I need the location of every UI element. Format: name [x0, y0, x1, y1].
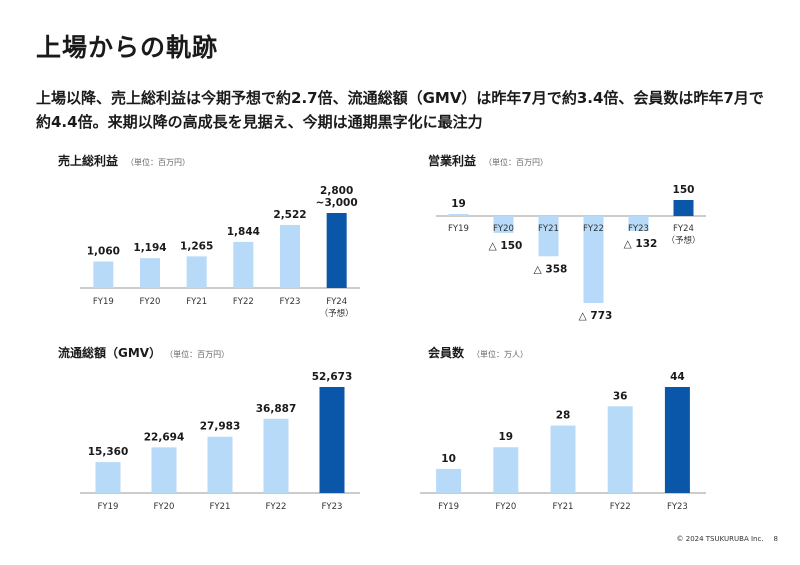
gross-profit-value-label: 1,844 — [227, 226, 260, 238]
gross-profit-value-label: 1,060 — [87, 246, 120, 258]
members-title: 会員数 — [428, 346, 465, 360]
members-value-label: 19 — [498, 431, 513, 443]
gmv-value-label: 36,887 — [256, 403, 297, 415]
gmv-value-label: 15,360 — [88, 446, 129, 458]
members-tick-label: FY19 — [438, 502, 459, 512]
operating-profit-value-label: △ 132 — [624, 238, 658, 250]
gross-profit-bar-fy24 — [326, 213, 347, 288]
page-title: 上場からの軌跡 — [36, 33, 219, 62]
gmv-bar-fy23 — [319, 387, 345, 493]
gross-profit-bar-fy21 — [186, 256, 207, 288]
operating-profit-bar-fy24 — [673, 200, 694, 216]
operating-profit-tick-note: （予想） — [666, 235, 700, 246]
gmv-bar-fy22 — [263, 418, 289, 493]
operating-profit-bar-fy22 — [583, 216, 604, 303]
gross-profit-value-label: 1,265 — [180, 240, 213, 252]
members-bar-fy23 — [664, 387, 690, 493]
operating-profit-unit: （単位：百万円） — [484, 158, 549, 167]
operating-profit-value-label: △ 358 — [534, 263, 568, 275]
gross-profit-tick-label: FY22 — [233, 297, 254, 307]
gmv-tick-label: FY23 — [322, 502, 343, 512]
copyright: © 2024 TSUKURUBA Inc. — [676, 535, 764, 543]
operating-profit-bar-fy23 — [628, 216, 649, 231]
gmv-bar-fy21 — [207, 436, 233, 493]
gross-profit-tick-label: FY21 — [186, 297, 207, 307]
gross-profit-unit: （単位：百万円） — [126, 158, 191, 167]
members-bar-fy21 — [550, 425, 576, 493]
members-bar-fy19 — [436, 468, 462, 493]
operating-profit-tick-label: FY20 — [493, 224, 514, 234]
footer: © 2024 TSUKURUBA Inc. 8 — [667, 535, 778, 543]
gmv-tick-label: FY20 — [154, 502, 175, 512]
members-chart-title: 会員数 （単位：万人） — [428, 344, 528, 361]
gross-profit-chart-title: 売上総利益 （単位：百万円） — [58, 152, 190, 169]
gmv-bar-fy20 — [151, 447, 177, 493]
operating-profit-value-label: △ 773 — [579, 310, 613, 322]
gross-profit-tick-note: （予想） — [320, 308, 354, 319]
operating-profit-value-label: △ 150 — [489, 240, 523, 252]
members-bar-fy22 — [607, 406, 633, 493]
gmv-tick-label: FY22 — [266, 502, 287, 512]
operating-profit-tick-label: FY23 — [628, 224, 649, 234]
operating-profit-title: 営業利益 — [428, 154, 477, 168]
gross-profit-bar-fy19 — [93, 261, 114, 288]
members-tick-label: FY20 — [495, 502, 516, 512]
operating-profit-tick-label: FY24 — [673, 224, 694, 234]
members-tick-label: FY21 — [553, 502, 574, 512]
gmv-value-label: 22,694 — [144, 431, 185, 443]
operating-profit-value-label: 19 — [451, 198, 466, 210]
gmv-value-label: 52,673 — [312, 371, 353, 383]
gmv-unit: （単位：百万円） — [169, 350, 230, 359]
gross-profit-value-label: 2,522 — [273, 209, 306, 221]
gmv-tick-label: FY21 — [210, 502, 231, 512]
members-bar-fy20 — [493, 447, 519, 493]
members-value-label: 28 — [556, 410, 571, 422]
operating-profit-bar-fy20 — [493, 216, 514, 233]
gmv-chart-title: 流通総額（GMV） （単位：百万円） — [58, 344, 229, 361]
gross-profit-tick-label: FY19 — [93, 297, 114, 307]
page-number: 8 — [773, 535, 778, 543]
members-unit: （単位：万人） — [472, 350, 529, 359]
operating-profit-value-label: 150 — [673, 184, 695, 196]
gross-profit-tick-label: FY20 — [140, 297, 161, 307]
gmv-value-label: 27,983 — [200, 421, 241, 433]
gross-profit-tick-label: FY23 — [280, 297, 301, 307]
members-value-label: 44 — [670, 371, 685, 383]
gross-profit-title: 売上総利益 — [58, 154, 119, 168]
gross-profit-bar-fy23 — [280, 224, 300, 288]
gmv-bar-fy19 — [95, 462, 121, 493]
gross-profit-value-label: ~3,000 — [316, 197, 358, 209]
members-value-label: 36 — [613, 390, 628, 402]
operating-profit-chart-title: 営業利益 （単位：百万円） — [428, 152, 548, 169]
gross-profit-value-label: 2,800 — [320, 185, 353, 197]
members-value-label: 10 — [441, 453, 456, 465]
gross-profit-value-label: 1,194 — [133, 242, 166, 254]
gmv-tick-label: FY19 — [98, 502, 119, 512]
members-tick-label: FY23 — [667, 502, 688, 512]
gmv-title: 流通総額（GMV） — [58, 346, 162, 360]
gross-profit-bar-fy22 — [233, 241, 254, 288]
operating-profit-tick-label: FY22 — [583, 224, 604, 234]
operating-profit-tick-label: FY21 — [538, 224, 559, 234]
members-tick-label: FY22 — [610, 502, 631, 512]
operating-profit-bar-fy19 — [448, 213, 469, 216]
operating-profit-tick-label: FY19 — [448, 224, 469, 234]
gross-profit-bar-fy20 — [140, 258, 160, 288]
gross-profit-tick-label: FY24 — [326, 297, 347, 307]
operating-profit-bar-fy21 — [538, 216, 559, 257]
lead-text: 上場以降、売上総利益は今期予想で約2.7倍、流通総額（GMV）は昨年7月で約3.… — [36, 89, 764, 131]
